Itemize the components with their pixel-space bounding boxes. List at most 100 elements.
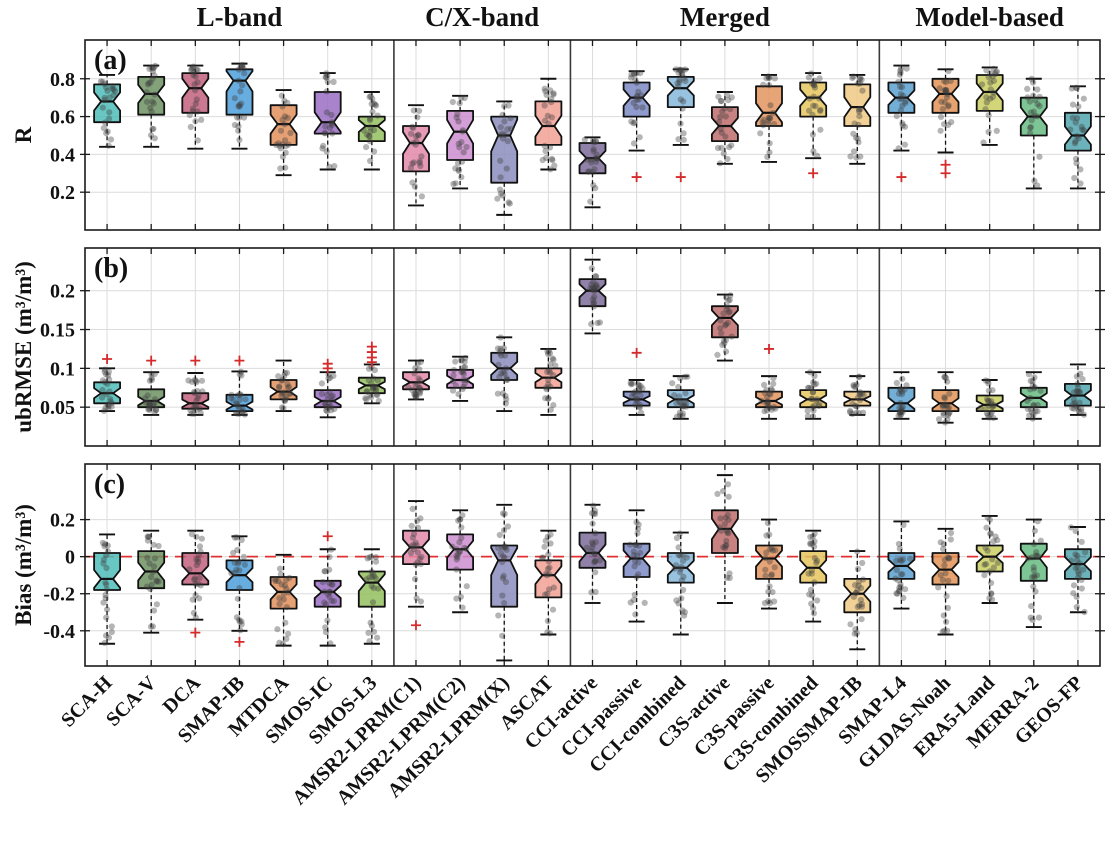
sample-point xyxy=(676,76,683,83)
sample-point xyxy=(990,402,998,409)
sample-point xyxy=(592,557,599,564)
sample-point xyxy=(99,386,106,394)
sample-point xyxy=(937,539,944,546)
box-MERRA-2 xyxy=(1019,75,1048,190)
sample-point xyxy=(102,404,109,411)
sample-point xyxy=(807,586,815,593)
sample-point xyxy=(108,623,115,630)
sample-point xyxy=(939,628,946,635)
sample-point xyxy=(947,77,954,85)
box-C3S-combined xyxy=(799,70,828,179)
sample-point xyxy=(454,554,461,561)
sample-point xyxy=(767,102,774,109)
sample-point xyxy=(852,626,859,633)
sample-point xyxy=(230,396,237,403)
sample-point xyxy=(458,357,465,364)
sample-point xyxy=(1032,588,1039,595)
sample-point xyxy=(1070,389,1077,396)
sample-point xyxy=(850,130,857,137)
sample-point xyxy=(816,95,823,102)
sample-point xyxy=(990,65,997,72)
notched-box xyxy=(181,72,210,114)
sample-point xyxy=(1080,566,1087,573)
sample-point xyxy=(896,71,904,78)
sample-point xyxy=(152,406,160,413)
sample-point xyxy=(495,612,502,619)
sample-point xyxy=(588,321,595,328)
sample-point xyxy=(416,389,423,396)
group-header-model-based: Model-based xyxy=(915,2,1064,32)
sample-point xyxy=(143,98,151,105)
sample-point xyxy=(286,574,293,581)
sample-point xyxy=(763,394,771,401)
sample-point xyxy=(764,153,771,160)
sample-point xyxy=(111,88,119,95)
sample-point xyxy=(678,402,685,409)
sample-point xyxy=(278,392,285,399)
sample-point xyxy=(272,577,279,585)
sample-point xyxy=(714,144,722,152)
sample-point xyxy=(809,540,816,547)
sample-point xyxy=(453,556,460,563)
sample-point xyxy=(193,96,200,103)
sample-point xyxy=(849,74,856,81)
sample-point xyxy=(455,551,462,558)
sample-point xyxy=(546,586,553,593)
sample-point xyxy=(369,385,376,392)
sample-point xyxy=(811,579,818,586)
sample-point xyxy=(367,619,374,626)
sample-point xyxy=(412,390,419,397)
sample-point xyxy=(809,131,817,138)
sample-point xyxy=(856,397,864,404)
sample-point xyxy=(497,132,504,139)
sample-point xyxy=(279,116,286,123)
sample-point xyxy=(718,330,725,337)
sample-point xyxy=(675,551,682,559)
sample-point xyxy=(99,539,106,547)
sample-point xyxy=(108,400,115,407)
sample-point xyxy=(680,130,687,137)
sample-point xyxy=(543,384,550,391)
sample-point xyxy=(452,165,459,172)
sample-point xyxy=(893,590,900,597)
sample-point xyxy=(365,377,372,384)
sample-point xyxy=(585,168,592,175)
sample-point xyxy=(761,381,768,388)
sample-point xyxy=(368,100,375,107)
notched-box xyxy=(799,81,828,118)
sample-point xyxy=(545,376,552,384)
sample-point xyxy=(110,86,117,93)
sample-point xyxy=(766,140,773,147)
sample-point xyxy=(416,384,423,392)
sample-point xyxy=(759,119,766,126)
box-GLDAS-Noah xyxy=(931,371,960,426)
sample-point xyxy=(717,317,724,324)
sample-point xyxy=(544,368,551,376)
sample-point xyxy=(412,393,420,401)
sample-point xyxy=(239,61,246,68)
sample-point xyxy=(409,123,416,130)
sample-point xyxy=(718,527,725,534)
sample-point xyxy=(185,377,192,384)
sample-point xyxy=(722,545,729,552)
sample-point xyxy=(449,377,457,385)
sample-point xyxy=(97,78,104,85)
sample-point xyxy=(633,103,640,111)
sample-point xyxy=(628,118,635,125)
sample-point xyxy=(676,66,683,73)
box-ASCAT xyxy=(534,77,563,173)
sample-point xyxy=(327,403,334,410)
sample-point xyxy=(994,559,1002,566)
sample-point xyxy=(324,396,331,403)
sample-point xyxy=(682,66,689,73)
outlier-marker xyxy=(146,355,157,366)
sample-point xyxy=(460,369,467,376)
sample-point xyxy=(106,388,113,395)
sample-point xyxy=(717,515,724,522)
sample-point xyxy=(809,395,816,403)
sample-point xyxy=(898,571,905,578)
sample-point xyxy=(590,502,597,509)
sample-point xyxy=(237,392,244,399)
sample-point xyxy=(151,91,158,98)
sample-point xyxy=(103,614,110,621)
